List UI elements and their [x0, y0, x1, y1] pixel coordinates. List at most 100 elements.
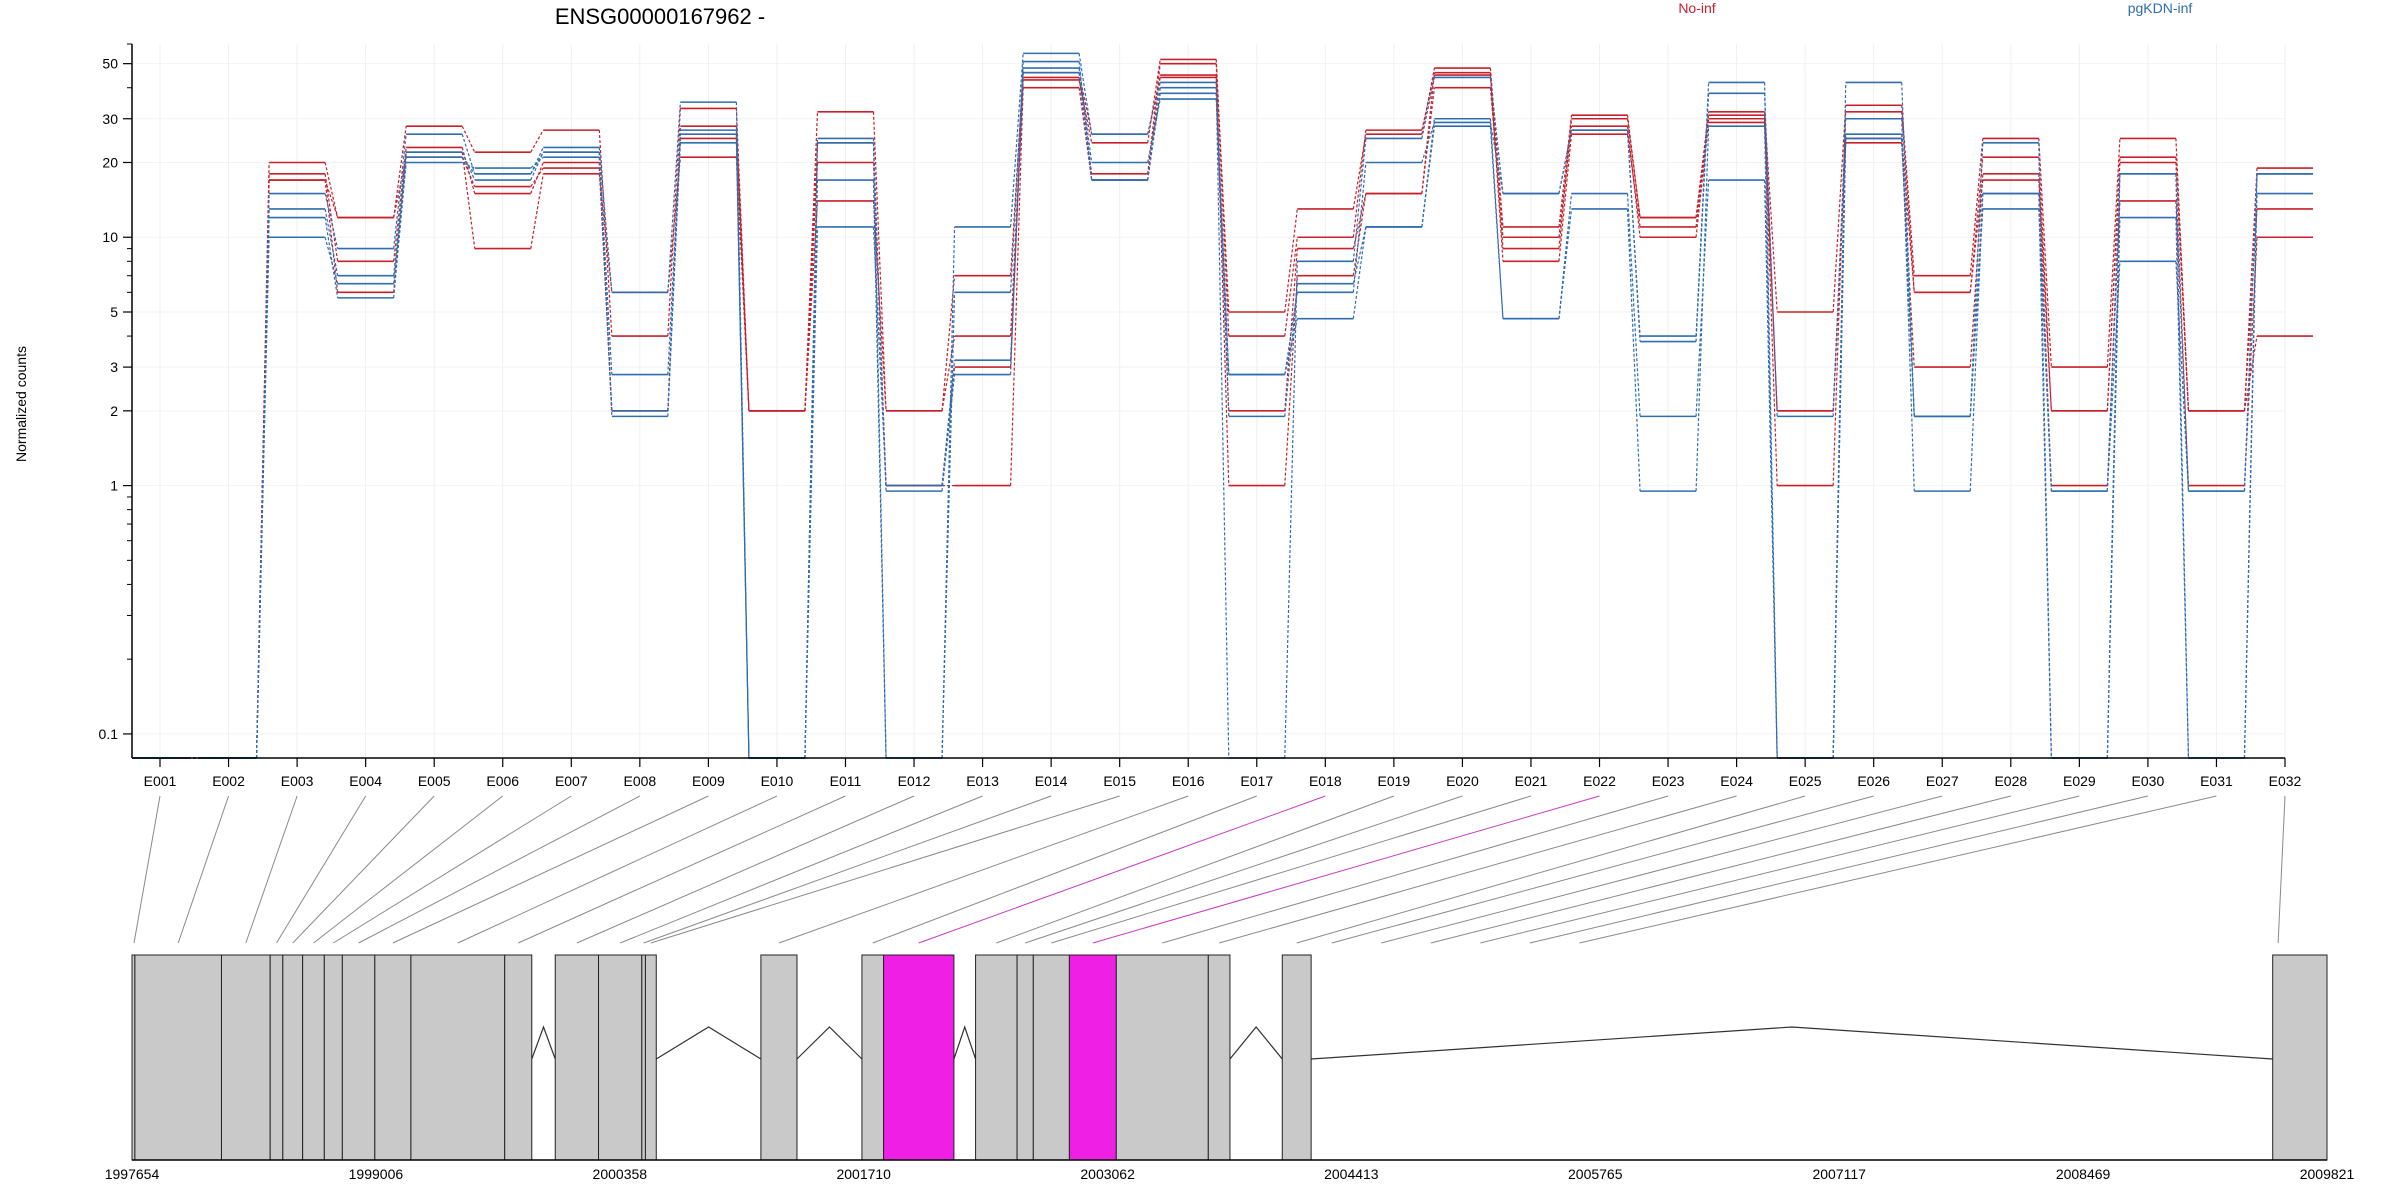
exon-block — [323, 954, 343, 1161]
exon-transition — [1215, 93, 1230, 417]
x-tick-label: E020 — [1446, 773, 1479, 789]
exon-block — [341, 954, 376, 1161]
coordinate-tick-label: 2001710 — [836, 1166, 891, 1182]
exon-transition — [324, 217, 339, 298]
exon-transition — [2038, 179, 2052, 411]
exon-transition — [2106, 162, 2121, 411]
exon-block — [883, 954, 955, 1161]
exon-transition — [1147, 63, 1161, 174]
exon-transition — [393, 126, 407, 218]
exon-connector — [619, 795, 983, 944]
exon-connectors — [133, 795, 2286, 944]
exon-connector — [177, 795, 230, 944]
x-tick-label: E029 — [2063, 773, 2096, 789]
exon-connector — [1579, 795, 2217, 944]
x-tick-label: E005 — [418, 773, 451, 789]
exon-transition — [1489, 118, 1504, 319]
exon-transition — [1284, 292, 1298, 375]
exon-transition — [2243, 193, 2258, 759]
exon-transition — [2106, 138, 2121, 368]
exon-transition — [1421, 118, 1436, 228]
exon-block — [374, 954, 412, 1161]
exon-block — [1115, 954, 1209, 1161]
exon-block — [269, 954, 284, 1161]
coordinate-tick-label: 2008469 — [2056, 1166, 2111, 1182]
exon-transition — [393, 134, 407, 249]
exon-transition — [255, 237, 270, 759]
exon-transition — [461, 134, 476, 175]
exon-transition — [941, 226, 956, 759]
x-tick-label: E023 — [1652, 773, 1685, 789]
exon-transition — [2038, 193, 2052, 759]
exon-transition — [324, 179, 339, 218]
exon-connector — [245, 795, 298, 944]
exon-transition — [804, 226, 819, 759]
x-tick-label: E018 — [1309, 773, 1342, 789]
x-tick-label: E024 — [1720, 773, 1753, 789]
exon-transition — [2106, 217, 2121, 759]
exon-transition — [461, 147, 476, 194]
y-tick-label: 2 — [110, 403, 118, 419]
series-lines — [132, 52, 2313, 759]
exon-transition — [1352, 193, 1367, 276]
exon-connector — [313, 795, 504, 944]
exon-connector — [1430, 795, 2011, 944]
exon-transition — [393, 162, 407, 298]
exon-transition — [2106, 261, 2121, 492]
x-tick-label: E019 — [1378, 773, 1411, 789]
y-tick-label: 0.1 — [99, 726, 119, 742]
x-tick-label: E012 — [898, 773, 931, 789]
intron-line — [1311, 1026, 2273, 1060]
exon-transition — [1421, 74, 1436, 131]
y-tick-label: 10 — [102, 229, 118, 245]
exon-transition — [2038, 157, 2052, 411]
exon-transition — [1764, 93, 1778, 417]
axes: 0.1 1 2 3 5 10 20 30 50 E001 E002 E003 E004 E005 E006 E… — [99, 43, 2302, 789]
exon-transition — [1626, 208, 1641, 492]
coordinate-tick-label: 1997654 — [105, 1166, 160, 1182]
exon-transition — [1147, 98, 1161, 163]
exon-block — [861, 954, 885, 1161]
x-tick-label: E030 — [2132, 773, 2165, 789]
exon-connector — [292, 795, 435, 944]
x-tick-label: E017 — [1240, 773, 1273, 789]
x-tick-label: E011 — [830, 773, 862, 789]
coordinate-tick-label: 2004413 — [1324, 1166, 1379, 1182]
coordinate-tick-label: 2005765 — [1568, 1166, 1623, 1182]
exon-transition — [667, 108, 681, 337]
exon-transition — [324, 193, 339, 249]
series-line-5 — [132, 52, 2313, 759]
exon-transition — [1764, 82, 1778, 759]
exon-block — [282, 954, 304, 1161]
exon-transition — [530, 151, 544, 181]
exon-transition — [530, 147, 544, 175]
exon-transition — [872, 226, 887, 486]
intron-line — [953, 1025, 977, 1060]
exon-transition — [1901, 82, 1915, 417]
exon-transition — [1901, 111, 1915, 293]
exon-transition — [1284, 237, 1298, 337]
exon-transition — [2175, 173, 2190, 759]
exon-transition — [1215, 82, 1230, 759]
exon-connector — [1480, 795, 2080, 944]
exon-transition — [1489, 72, 1504, 249]
legend-no-inf: No-inf — [1678, 0, 1715, 16]
exon-connector — [1092, 795, 1600, 944]
exon-transition — [1215, 59, 1230, 313]
exon-block — [598, 954, 643, 1161]
exon-transition — [1695, 93, 1710, 342]
exon-transition — [1421, 72, 1436, 194]
exon-transition — [1695, 126, 1710, 492]
intron-line — [531, 1025, 556, 1060]
exon-transition — [1147, 59, 1161, 143]
x-tick-label: E027 — [1926, 773, 1959, 789]
x-tick-label: E007 — [555, 773, 588, 789]
exon-connector — [1296, 795, 1806, 944]
x-tick-label: E025 — [1789, 773, 1822, 789]
exon-transition — [393, 147, 407, 262]
exon-transition — [2243, 208, 2258, 411]
chart-title: ENSG00000167962 - — [555, 4, 765, 29]
exon-transition — [1147, 82, 1161, 135]
x-tick-label: E015 — [1103, 773, 1136, 789]
exon-transition — [1558, 134, 1573, 262]
